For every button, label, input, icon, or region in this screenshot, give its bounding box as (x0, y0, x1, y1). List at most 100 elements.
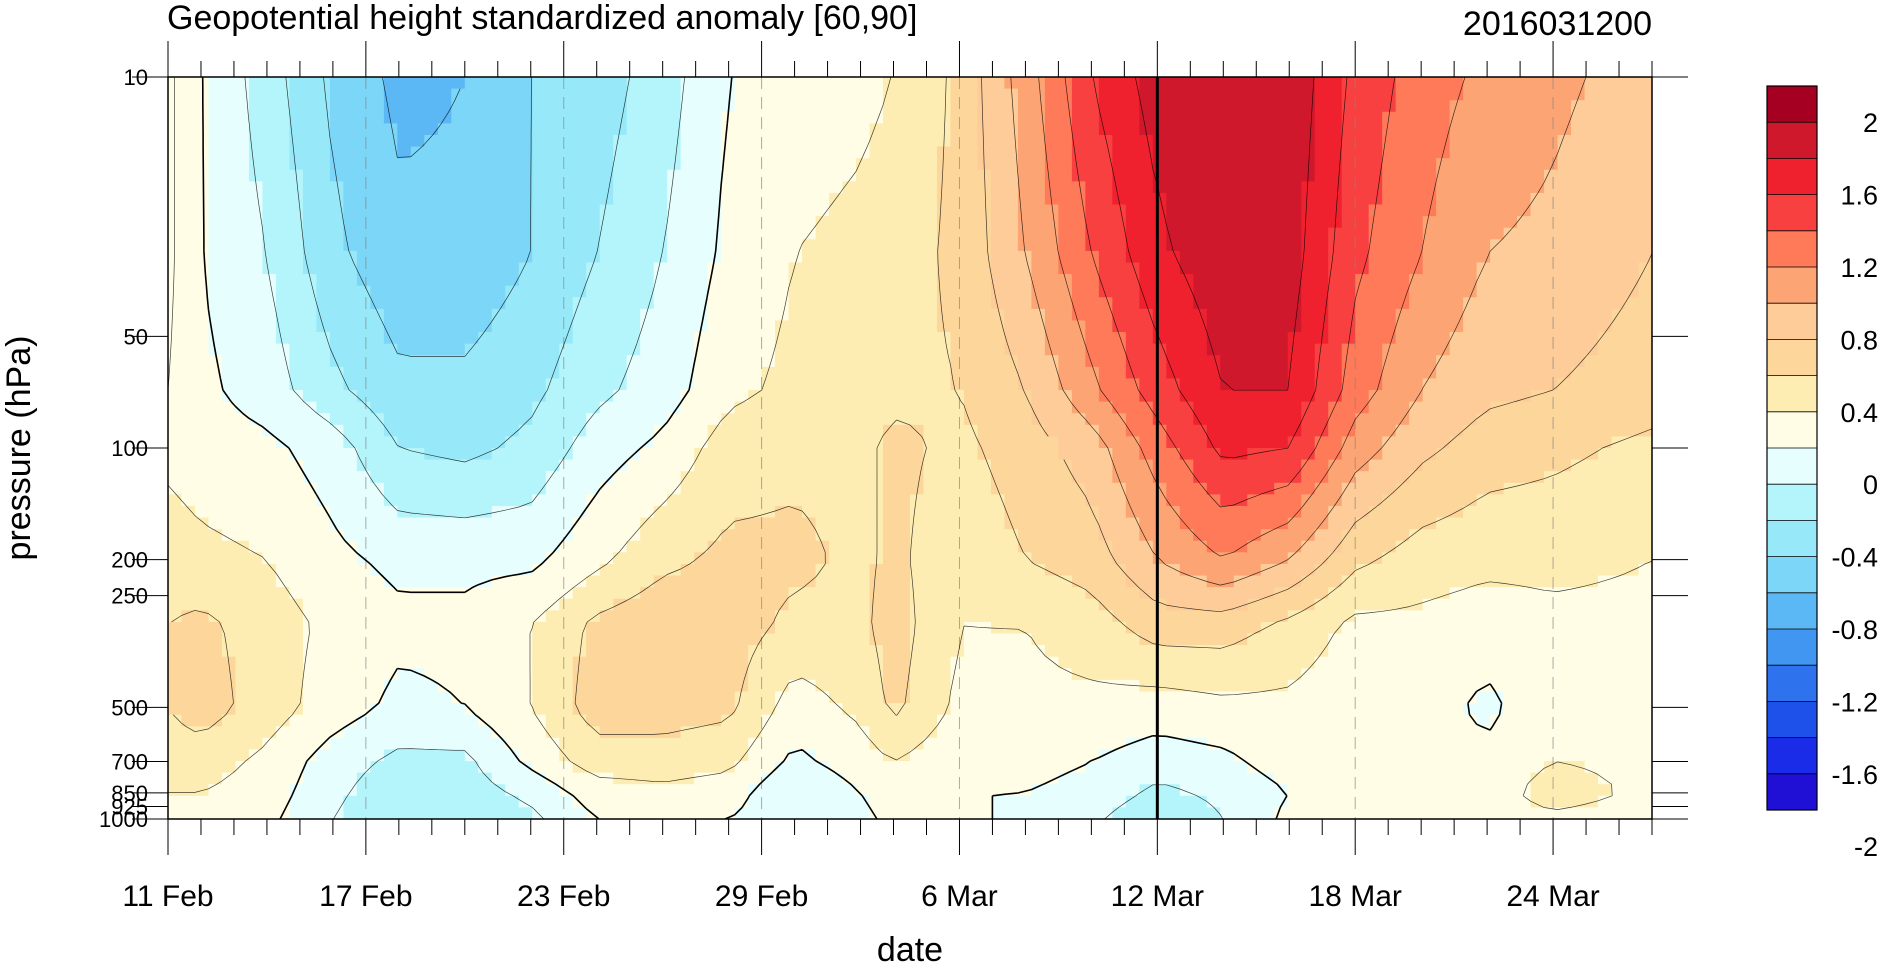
contour-cell (721, 621, 736, 635)
contour-cell (1152, 378, 1167, 391)
contour-cell (1004, 413, 1019, 426)
contour-cell (1058, 169, 1073, 182)
contour-cell (869, 679, 884, 693)
contour-cell (532, 679, 547, 693)
contour-cell (950, 784, 965, 797)
contour-cell (869, 737, 884, 751)
contour-cell (221, 691, 237, 704)
contour-cell (640, 332, 655, 345)
contour-cell (532, 424, 547, 437)
contour-cell (856, 714, 871, 727)
contour-cell (640, 726, 655, 739)
contour-cell (370, 448, 385, 461)
contour-cell (586, 610, 601, 623)
contour-cell (977, 227, 992, 240)
contour-cell (1193, 633, 1208, 646)
contour-cell (235, 656, 250, 669)
contour-cell (1098, 772, 1113, 785)
contour-cell (464, 540, 479, 553)
contour-cell (896, 726, 911, 739)
contour-cell (410, 158, 425, 171)
contour-cell (694, 714, 709, 727)
contour-cell (761, 703, 776, 716)
contour-cell (194, 587, 210, 600)
contour-cell (626, 378, 641, 391)
contour-cell (221, 250, 237, 264)
contour-cell (1031, 413, 1046, 426)
contour-cell (680, 274, 695, 287)
contour-cell (1193, 204, 1208, 217)
contour-cell (1017, 320, 1033, 333)
contour-cell (572, 714, 587, 727)
contour-cell (856, 703, 871, 716)
contour-cell (464, 563, 479, 577)
contour-cell (680, 749, 695, 762)
contour-cell (734, 401, 749, 414)
contour-cell (221, 703, 237, 716)
contour-cell (181, 239, 196, 252)
contour-cell (707, 645, 722, 658)
contour-cell (788, 297, 803, 310)
contour-cell (761, 784, 776, 797)
contour-cell (829, 471, 844, 484)
contour-cell (815, 77, 830, 90)
contour-cell (950, 505, 965, 519)
contour-cell (707, 668, 722, 681)
contour-cell (802, 332, 817, 345)
contour-cell (559, 482, 574, 495)
contour-cell (586, 134, 601, 148)
contour-cell (815, 610, 830, 623)
contour-cell (896, 575, 911, 588)
contour-cell (437, 227, 452, 240)
contour-cell (275, 239, 291, 252)
contour-cell (383, 598, 398, 611)
contour-cell (532, 332, 547, 345)
contour-cell (856, 390, 871, 403)
contour-cell (181, 308, 196, 322)
contour-cell (599, 703, 614, 716)
contour-cell (1044, 297, 1059, 310)
contour-cell (1193, 749, 1208, 762)
contour-cell (856, 436, 871, 449)
contour-cell (437, 621, 452, 635)
contour-cell (1193, 262, 1208, 275)
contour-cell (936, 714, 952, 727)
contour-cell (491, 239, 506, 252)
contour-cell (748, 668, 763, 681)
contour-cell (397, 772, 412, 785)
contour-cell (950, 169, 965, 182)
contour-cell (775, 726, 790, 739)
contour-cell (815, 134, 830, 148)
contour-cell (856, 77, 871, 90)
contour-cell (545, 761, 560, 774)
contour-cell (1004, 424, 1019, 437)
contour-cell (572, 285, 587, 298)
contour-cell (883, 552, 898, 565)
contour-cell (559, 424, 574, 437)
contour-cell (518, 726, 533, 739)
contour-cell (1139, 563, 1154, 577)
contour-cell (950, 216, 965, 229)
contour-cell (1166, 285, 1181, 298)
contour-cell (990, 192, 1006, 206)
contour-cell (1166, 88, 1181, 101)
contour-cell (1085, 111, 1100, 124)
contour-cell (640, 633, 655, 646)
contour-cell (518, 656, 533, 669)
contour-cell (707, 633, 722, 646)
contour-cell (990, 158, 1006, 171)
contour-cell (990, 563, 1006, 577)
contour-cell (613, 308, 628, 322)
contour-cell (963, 598, 979, 611)
contour-cell (329, 621, 344, 635)
contour-cell (896, 424, 911, 437)
contour-cell (802, 784, 817, 797)
contour-cell (923, 216, 938, 229)
contour-cell (640, 714, 655, 727)
contour-cell (923, 424, 938, 437)
contour-cell (667, 88, 682, 101)
contour-cell (1206, 795, 1221, 808)
contour-cell (208, 645, 223, 658)
contour-cell (289, 146, 304, 159)
contour-cell (640, 262, 655, 275)
